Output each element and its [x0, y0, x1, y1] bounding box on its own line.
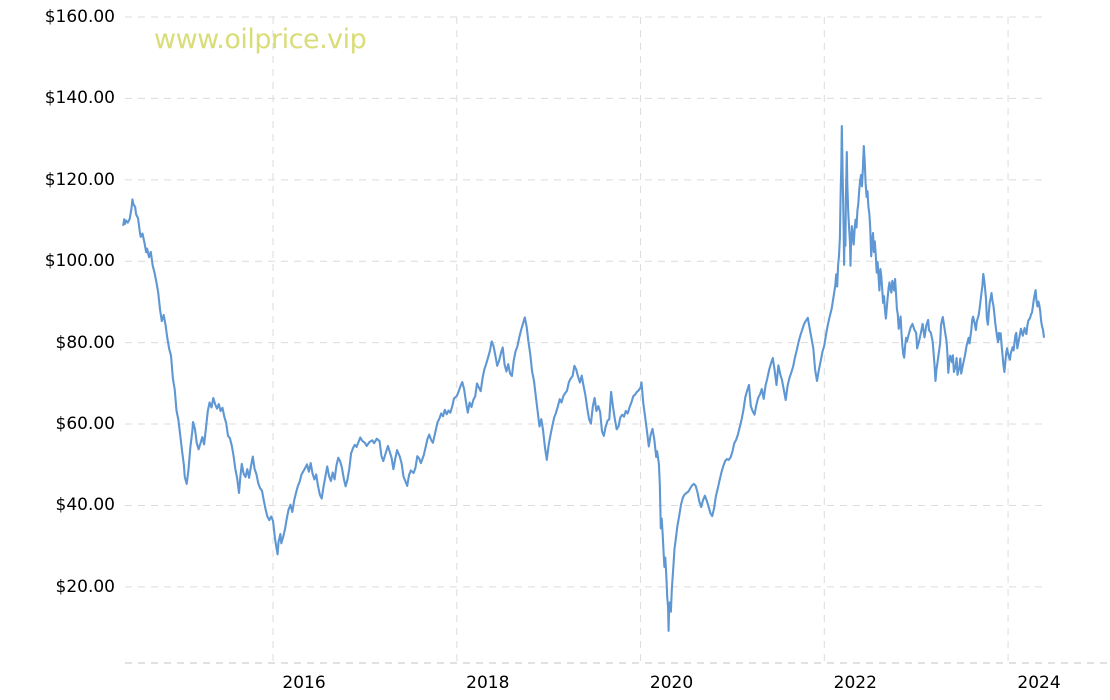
y-axis-tick-label: $160.00 [44, 7, 115, 27]
y-axis-tick-label: $40.00 [55, 495, 115, 516]
y-axis-tick-label: $80.00 [55, 332, 115, 353]
y-axis-tick-label: $140.00 [44, 88, 115, 109]
x-axis-tick-label: 2022 [833, 673, 877, 693]
y-axis-tick-label: $60.00 [55, 414, 115, 435]
x-axis-tick-label: 2024 [1017, 673, 1061, 693]
y-axis-tick-label: $120.00 [44, 169, 115, 190]
watermark: www.oilprice.vip [154, 24, 367, 55]
x-axis-tick-label: 2016 [282, 673, 326, 693]
x-axis-tick-label: 2020 [649, 673, 694, 693]
x-axis-tick-label: 2018 [466, 673, 510, 693]
price-line-series [122, 125, 1045, 632]
y-axis-tick-label: $20.00 [55, 576, 115, 597]
y-axis-tick-label: $100.00 [44, 251, 115, 272]
